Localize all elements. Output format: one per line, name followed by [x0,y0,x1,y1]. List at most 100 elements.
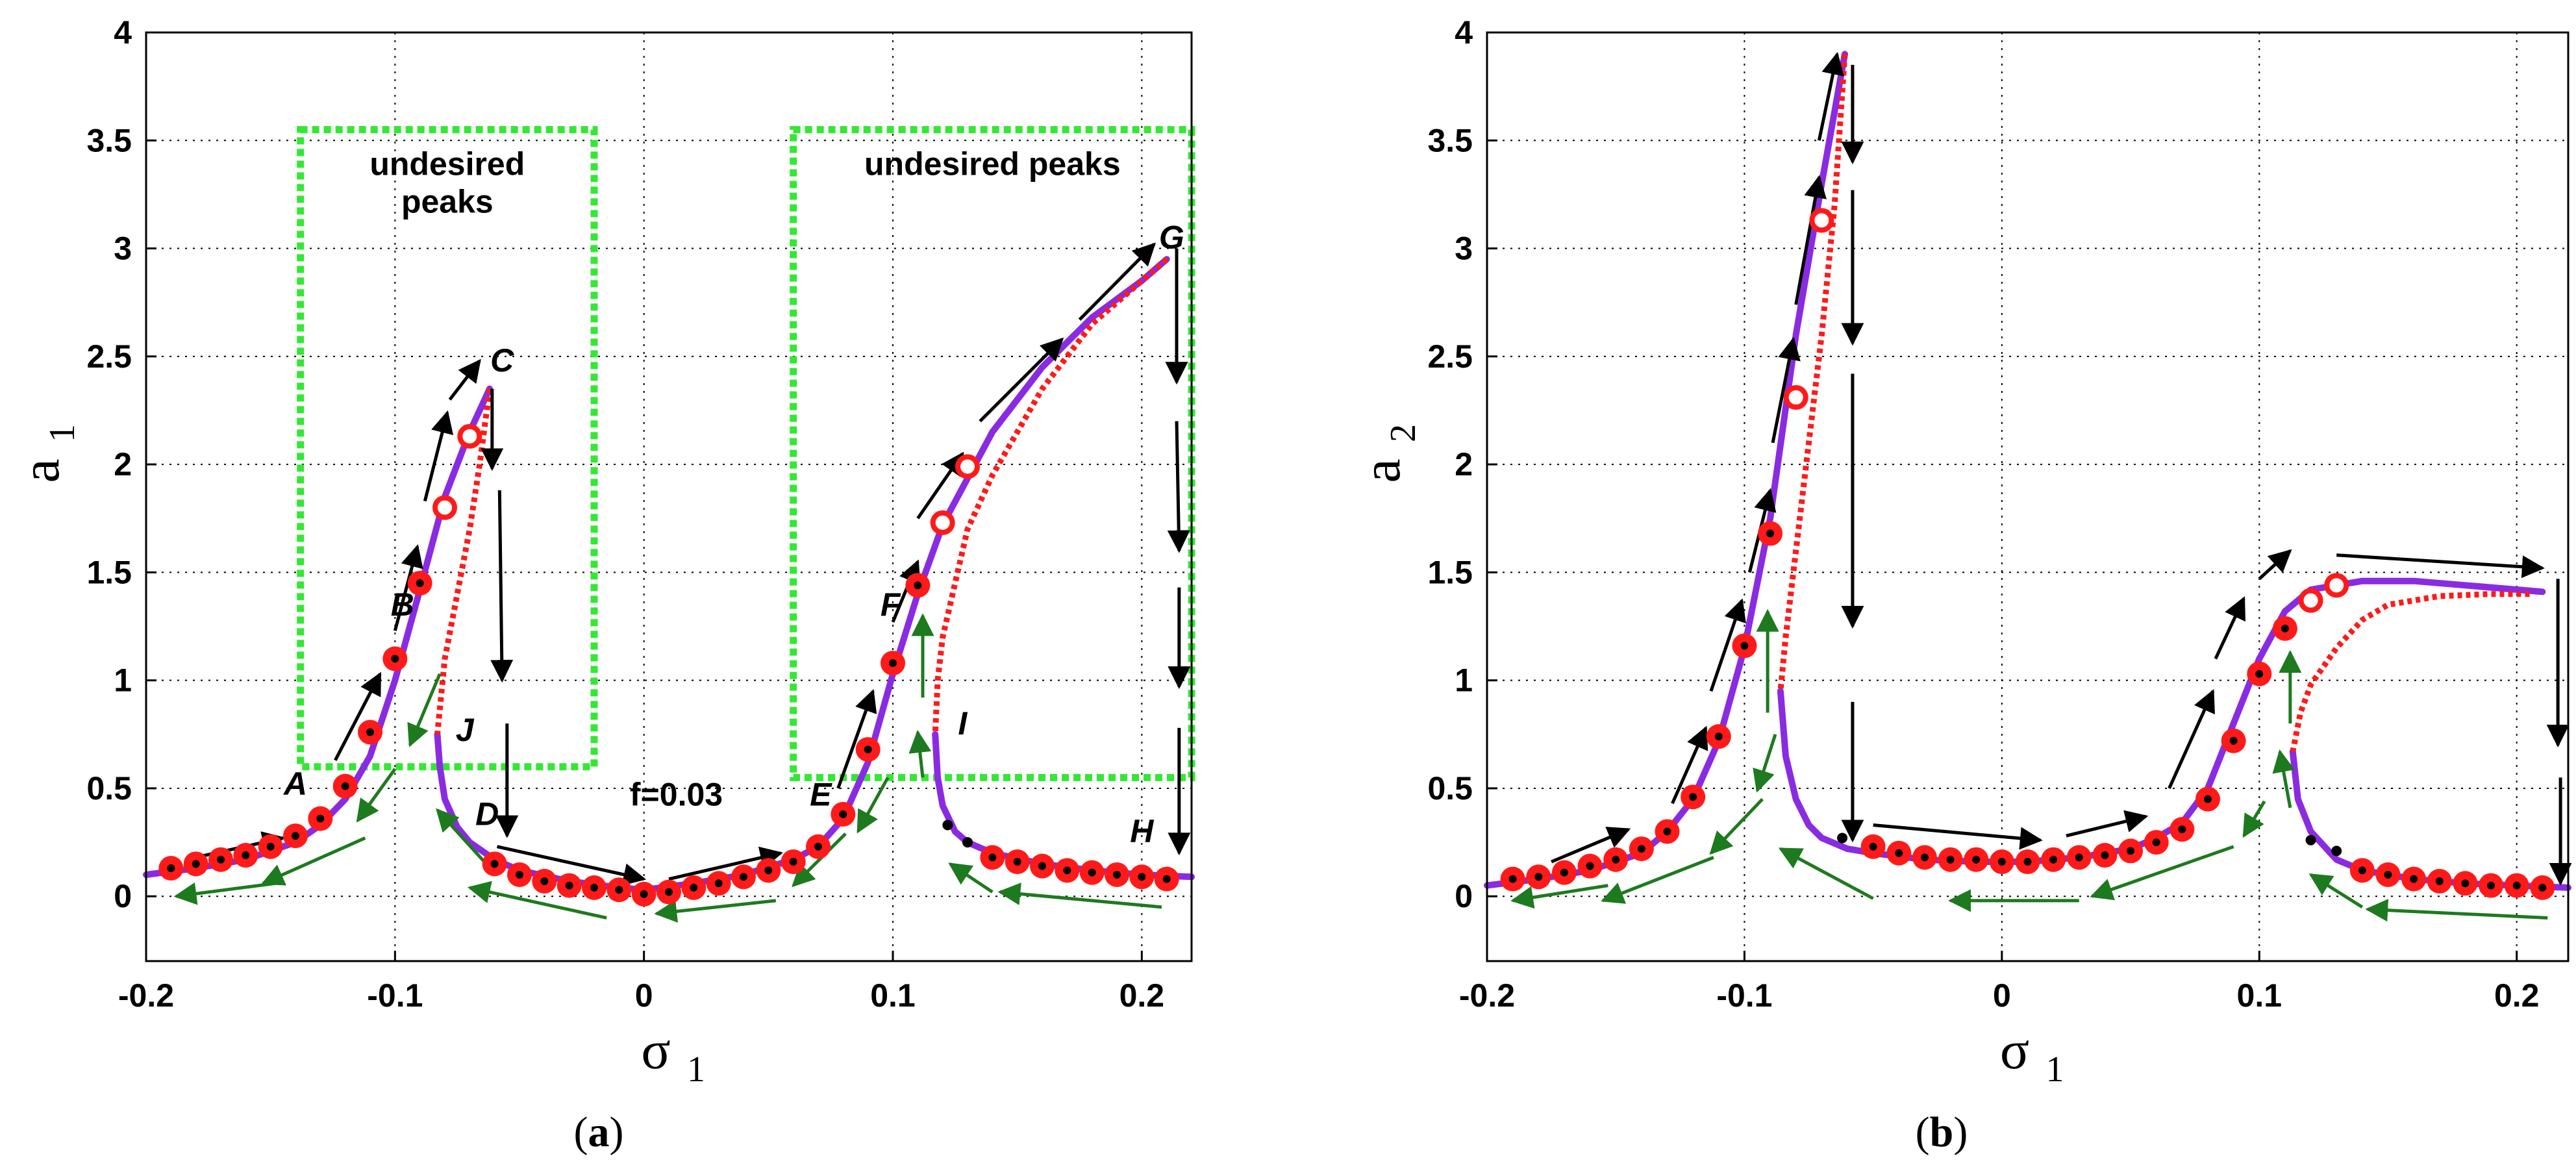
y-tick-label: 0.5 [86,770,132,807]
point-label: D [475,795,499,832]
jump-down-arrow [490,490,514,683]
sim-marker-dot [1038,862,1046,870]
region-box [790,126,1195,781]
x-axis-label-subscript: 1 [2046,1049,2064,1090]
sim-marker-dot [2255,670,2264,678]
region-label: undesired [369,146,525,182]
sim-marker-dot [292,832,299,840]
sim-marker-dot [914,581,922,590]
sim-marker-dot [2512,881,2521,890]
forward-sweep-arrow [979,337,1064,423]
forward-sweep-arrow [1551,827,1631,864]
backward-sweep-arrow [997,883,1162,909]
sim-marker-dot [665,888,673,896]
y-tick-label: 2.5 [86,338,132,375]
y-tick-label: 3.5 [1427,122,1473,158]
sim-marker-dot [2281,624,2289,633]
y-axis-label-group: a1 [10,424,82,483]
backward-sweep-arrow [2308,873,2364,908]
forward-sweep-arrow [1794,175,1827,305]
forward-sweep-arrow [1771,336,1801,444]
x-tick-label: 0.1 [870,977,916,1014]
sim-marker-dot [1663,827,1671,836]
y-tick-label: 1 [1455,662,1473,699]
forward-sweep-arrow [393,544,423,631]
sim-marker-open [1809,208,1834,233]
y-tick-label: 2 [1455,446,1473,482]
y-tick-label: 3 [114,231,132,267]
sim-marker-dot [1714,733,1723,741]
forward-sweep-arrow [2258,549,2292,581]
forward-sweep-arrow [1671,725,1708,805]
forward-sweep-arrow [1817,51,1844,141]
sim-marker-dot [2152,838,2160,847]
sim-marker-dot [2178,825,2186,834]
sim-marker-dot [1063,866,1071,875]
backward-sweep-arrow [1601,856,1714,904]
y-tick-label: 0.5 [1427,770,1473,807]
sim-marker-dot [889,659,897,668]
sim-marker-dot [316,814,325,823]
sim-dot [1837,833,1848,844]
sim-marker-dot [2075,853,2083,862]
sim-marker-dot [2101,851,2109,860]
sim-marker-dot [516,870,523,879]
unstable-curve [2290,591,2530,753]
unstable-curve [1777,53,1848,692]
x-axis-label: σ [2000,1020,2029,1081]
sim-marker-dot [1766,529,1775,538]
sim-marker-dot [341,782,349,790]
backward-sweep-arrow [173,881,276,905]
caption-b: (b) [1916,1109,1968,1156]
sim-marker-dot [2538,883,2547,892]
forward-sweep-arrow [916,451,964,520]
sim-marker-dot [615,886,623,894]
region-box [297,126,598,771]
point-label: E [810,777,832,813]
panel-b: -0.2 -0.1 0 0.1 0.200.511.522.533.54σ 1a2 [1351,14,2572,1090]
y-axis-label-group: a2 [1351,424,1423,483]
caption-b-label: b [1930,1109,1954,1156]
forward-sweep-arrow [668,846,783,881]
y-axis-label: a [10,458,71,482]
x-tick-label: 0.2 [1119,977,1165,1014]
sim-marker-dot [1740,642,1749,650]
sim-marker-dot [217,855,225,864]
x-tick-label: 0.1 [2237,977,2282,1014]
sim-marker-open [930,510,955,535]
jump-down-arrow [1167,421,1190,553]
sim-marker-dot [391,655,399,663]
sim-marker-dot [2049,855,2058,864]
y-tick-label: 4 [114,14,132,51]
y-axis-label: a [1351,458,1412,482]
sim-marker-dot [1689,793,1697,801]
backward-sweep-arrow [2365,899,2548,922]
x-axis-label: σ [641,1020,670,1081]
forward-sweep-arrow [334,671,382,761]
parameter-label: f=0.03 [630,777,723,813]
backward-sweep-arrow [857,777,890,834]
sim-marker-dot [2127,847,2135,855]
forward-sweep-arrow [1078,242,1156,321]
y-tick-label: 1.5 [1427,554,1473,590]
forward-sweep-arrow [2168,689,2215,789]
backward-sweep-arrow [2090,845,2234,901]
forward-sweep-arrow [2214,596,2245,660]
sim-marker-dot [1113,870,1121,879]
sim-marker-dot [1508,875,1517,883]
plot-frame [1486,31,2570,962]
sim-marker-dot [565,881,573,890]
x-tick-label: 0.2 [2494,977,2540,1014]
sim-marker-dot [366,728,374,736]
sim-marker-open [955,454,980,479]
sim-marker-open [2298,588,2323,613]
y-tick-label: 3.5 [86,122,132,158]
y-tick-label: 2 [114,446,132,482]
sim-marker-dot [1972,855,1981,864]
sim-marker-dot [1586,862,1594,870]
point-label: F [881,586,901,623]
sim-dot [2305,834,2316,846]
sim-marker-dot [2229,736,2238,745]
backward-sweep-arrow [1709,797,1764,855]
sim-marker-dot [690,883,698,892]
